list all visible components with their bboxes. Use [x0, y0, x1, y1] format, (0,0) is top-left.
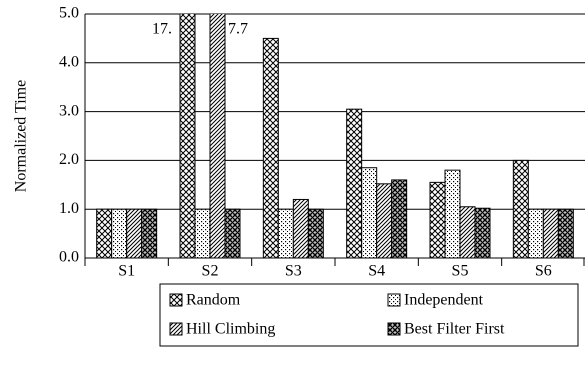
bar	[557, 208, 574, 258]
bar	[224, 208, 241, 258]
legend-swatch	[387, 322, 401, 336]
y-tick-label: 4.0	[59, 53, 79, 70]
legend-label: Hill Climbing	[186, 321, 275, 338]
legend-box	[159, 283, 579, 347]
value-label: 17.	[152, 21, 172, 38]
x-tick-label: S5	[452, 263, 469, 280]
bar	[459, 206, 476, 258]
bar	[141, 208, 158, 258]
bar	[194, 208, 211, 258]
legend-swatch	[387, 293, 401, 307]
bar	[179, 14, 196, 258]
value-label: 7.7	[228, 21, 248, 38]
y-tick-label: 5.0	[59, 5, 79, 22]
legend-label: Independent	[404, 292, 484, 309]
bar	[444, 169, 461, 258]
legend-label: Best Filter First	[404, 321, 505, 338]
bar	[429, 181, 446, 258]
y-tick-label: 0.0	[59, 249, 79, 266]
y-tick-label: 2.0	[59, 151, 79, 168]
bar	[474, 207, 491, 258]
bar	[111, 208, 128, 258]
bar	[209, 14, 226, 258]
legend-swatch	[169, 322, 183, 336]
x-tick-label: S3	[285, 263, 302, 280]
bar	[391, 179, 408, 258]
x-tick-label: S4	[368, 263, 385, 280]
bar	[292, 198, 309, 258]
legend-label: Random	[186, 292, 241, 309]
bar	[542, 208, 559, 258]
bar	[277, 208, 294, 258]
y-tick-label: 1.0	[59, 200, 79, 217]
plot-area	[96, 14, 574, 258]
x-tick-label: S1	[118, 263, 135, 280]
y-axis-label: Normalized Time	[13, 80, 30, 192]
bar	[346, 108, 363, 258]
x-tick-label: S6	[535, 263, 552, 280]
x-tick-label: S2	[202, 263, 219, 280]
bar	[512, 159, 529, 258]
y-tick-label: 3.0	[59, 102, 79, 119]
bar	[262, 37, 279, 258]
bar	[96, 208, 113, 258]
bar	[527, 208, 544, 258]
bar	[126, 208, 143, 258]
bar	[307, 208, 324, 258]
bar	[361, 167, 378, 258]
bar	[376, 183, 393, 258]
legend-swatch	[169, 293, 183, 307]
